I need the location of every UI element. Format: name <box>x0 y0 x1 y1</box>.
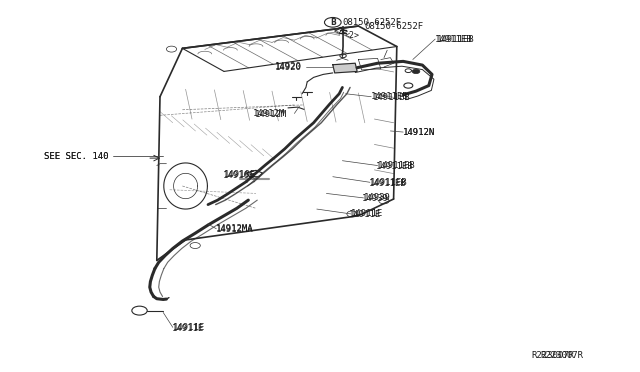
Text: 14912N: 14912N <box>403 128 435 137</box>
Text: 14912MA: 14912MA <box>216 224 254 233</box>
Text: 14910E: 14910E <box>224 170 256 179</box>
Text: SEE SEC. 140: SEE SEC. 140 <box>44 152 108 161</box>
Text: 14939: 14939 <box>364 193 390 202</box>
Polygon shape <box>333 63 357 73</box>
Text: 14911EB: 14911EB <box>371 92 409 101</box>
Text: 14912N: 14912N <box>403 128 435 137</box>
Text: 14911E: 14911E <box>172 324 204 333</box>
Text: 14911EB: 14911EB <box>436 35 474 44</box>
Text: 14911EB: 14911EB <box>370 178 408 187</box>
Text: 14911E: 14911E <box>173 323 205 332</box>
Text: SEE SEC. 140: SEE SEC. 140 <box>44 152 108 161</box>
Text: 14911EB: 14911EB <box>372 93 410 102</box>
Text: 14911E: 14911E <box>349 210 381 219</box>
Text: 14911EB: 14911EB <box>378 161 415 170</box>
Text: 14920: 14920 <box>275 62 302 71</box>
Text: 14912M: 14912M <box>255 110 287 119</box>
Text: 14912M: 14912M <box>253 109 285 118</box>
Text: 14911E: 14911E <box>351 209 383 218</box>
Text: R223007R: R223007R <box>531 351 574 360</box>
Text: 14910E: 14910E <box>223 171 255 180</box>
Text: 14939: 14939 <box>362 194 388 203</box>
Text: 14911EB: 14911EB <box>376 162 414 171</box>
Text: <2>: <2> <box>344 31 359 40</box>
Circle shape <box>412 69 420 74</box>
Text: 14920: 14920 <box>275 63 302 72</box>
Text: 08150-6252F: 08150-6252F <box>342 18 401 27</box>
Text: 14911EB: 14911EB <box>369 179 406 187</box>
Text: B: B <box>330 18 335 27</box>
Text: R223007R: R223007R <box>541 351 584 360</box>
Text: 08150-6252F: 08150-6252F <box>365 22 424 31</box>
Text: 14911EB: 14911EB <box>435 35 473 44</box>
Text: <2>: <2> <box>333 28 348 36</box>
Text: 14912MA: 14912MA <box>216 225 254 234</box>
